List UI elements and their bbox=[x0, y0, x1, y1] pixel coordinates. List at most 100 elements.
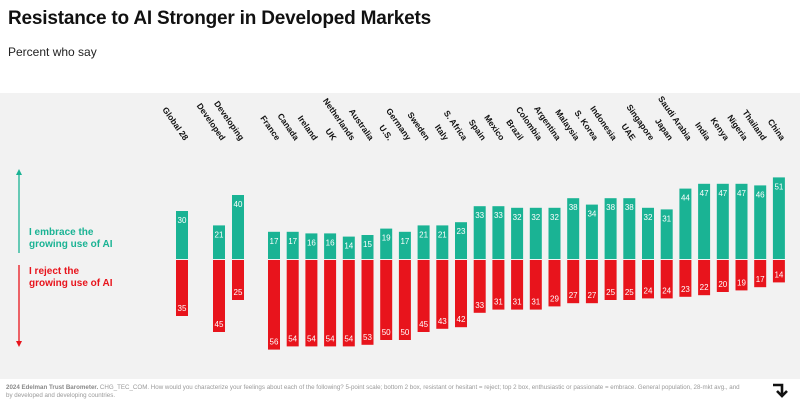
label-reject-netherlands: 54 bbox=[344, 334, 353, 343]
label-embrace-malaysia: 38 bbox=[569, 203, 578, 212]
bar-embrace-canada bbox=[286, 231, 299, 259]
label-reject-nigeria: 19 bbox=[737, 278, 746, 287]
label-embrace-italy: 21 bbox=[438, 230, 447, 239]
bar-reject-netherlands bbox=[342, 260, 355, 347]
label-reject-germany: 50 bbox=[400, 328, 409, 337]
footnote: 2024 Edelman Trust Barometer. CHG_TEC_CO… bbox=[6, 384, 746, 400]
bar-reject-developed bbox=[213, 260, 225, 332]
bar-reject-italy bbox=[436, 260, 449, 329]
label-reject-uk: 54 bbox=[326, 334, 335, 343]
label-reject-italy: 43 bbox=[438, 317, 447, 326]
label-embrace-ireland: 16 bbox=[307, 238, 316, 247]
label-reject-kenya: 20 bbox=[718, 280, 727, 289]
bar-embrace-japan bbox=[660, 209, 673, 259]
label-reject-u-s: 50 bbox=[382, 328, 391, 337]
bar-reject-indonesia bbox=[604, 260, 617, 300]
bar-embrace-saudi-arabia bbox=[679, 188, 692, 259]
label-reject-s-africa: 42 bbox=[457, 315, 466, 324]
bar-embrace-singapore bbox=[642, 207, 654, 259]
bar-embrace-s-africa bbox=[455, 222, 467, 259]
bar-embrace-colombia bbox=[529, 207, 542, 259]
label-reject-brazil: 31 bbox=[513, 298, 522, 307]
bar-embrace-argentina bbox=[548, 207, 561, 259]
label-reject-spain: 33 bbox=[475, 301, 484, 310]
category-label-u-s: U.S. bbox=[377, 123, 395, 142]
chart-panel: I embrace the growing use of AI I reject t… bbox=[0, 93, 800, 379]
arrow-down-icon bbox=[16, 341, 22, 347]
bar-reject-sweden bbox=[417, 260, 430, 332]
bar-reject-germany bbox=[398, 260, 411, 340]
bar-reject-france bbox=[268, 260, 280, 350]
bar-embrace-spain bbox=[473, 206, 486, 259]
bar-reject-thailand bbox=[754, 260, 767, 288]
label-reject-s-korea: 27 bbox=[587, 291, 596, 300]
bar-embrace-france bbox=[268, 231, 280, 259]
footnote-source: 2024 Edelman Trust Barometer. bbox=[6, 384, 99, 391]
bar-reject-uk bbox=[324, 260, 337, 347]
bar-reject-argentina bbox=[548, 260, 561, 307]
category-label-uae: UAE bbox=[619, 122, 638, 143]
category-label-india: India bbox=[693, 120, 713, 142]
bar-reject-malaysia bbox=[567, 260, 580, 304]
bar-reject-china bbox=[772, 260, 785, 283]
bar-embrace-thailand bbox=[754, 185, 767, 259]
bar-embrace-germany bbox=[398, 231, 411, 259]
bar-reject-saudi-arabia bbox=[679, 260, 692, 297]
bar-reject-global-28 bbox=[176, 260, 188, 316]
arrow-right-down-icon[interactable] bbox=[770, 380, 790, 400]
label-embrace-mexico: 33 bbox=[494, 211, 503, 220]
label-embrace-india: 47 bbox=[700, 189, 709, 198]
bar-reject-canada bbox=[286, 260, 299, 347]
bar-reject-u-s bbox=[380, 260, 393, 340]
bar-reject-s-korea bbox=[585, 260, 598, 304]
bar-embrace-s-korea bbox=[585, 204, 598, 259]
bar-embrace-nigeria bbox=[735, 183, 748, 259]
label-embrace-kenya: 47 bbox=[718, 189, 727, 198]
bar-embrace-mexico bbox=[492, 206, 505, 259]
label-reject-australia: 53 bbox=[363, 333, 372, 342]
bar-reject-singapore bbox=[642, 260, 654, 299]
bar-embrace-brazil bbox=[511, 207, 524, 259]
axis-label-embrace: I embrace the growing use of AI bbox=[29, 227, 113, 250]
arrow-up-icon bbox=[16, 169, 22, 175]
bar-reject-brazil bbox=[511, 260, 524, 310]
label-embrace-sweden: 21 bbox=[419, 230, 428, 239]
footnote-text: CHG_TEC_COM. How would you characterize … bbox=[6, 384, 740, 399]
label-reject-japan: 24 bbox=[662, 286, 671, 295]
bar-embrace-china bbox=[772, 177, 785, 259]
label-embrace-brazil: 32 bbox=[513, 213, 522, 222]
category-label-global-28: Global 28 bbox=[160, 105, 190, 142]
label-reject-india: 22 bbox=[700, 283, 709, 292]
bar-reject-developing bbox=[232, 260, 244, 300]
bar-reject-s-africa bbox=[455, 260, 467, 328]
label-reject-thailand: 17 bbox=[756, 275, 765, 284]
bar-embrace-u-s bbox=[380, 228, 393, 259]
bar-embrace-italy bbox=[436, 225, 449, 259]
bar-embrace-malaysia bbox=[567, 198, 580, 259]
label-reject-colombia: 31 bbox=[531, 298, 540, 307]
category-label-italy: Italy bbox=[433, 122, 451, 142]
label-reject-uae: 25 bbox=[625, 288, 634, 297]
page-title: Resistance to AI Stronger in Developed M… bbox=[8, 8, 431, 29]
label-embrace-argentina: 32 bbox=[550, 213, 559, 222]
label-embrace-australia: 15 bbox=[363, 240, 372, 249]
label-reject-france: 56 bbox=[270, 338, 279, 347]
bar-reject-mexico bbox=[492, 260, 505, 310]
label-embrace-s-africa: 23 bbox=[457, 227, 466, 236]
bar-embrace-developed bbox=[213, 225, 225, 259]
bar-embrace-indonesia bbox=[604, 198, 617, 259]
bar-embrace-india bbox=[698, 183, 711, 259]
label-reject-malaysia: 27 bbox=[569, 291, 578, 300]
label-reject-ireland: 54 bbox=[307, 334, 316, 343]
label-embrace-spain: 33 bbox=[475, 211, 484, 220]
label-embrace-global-28: 30 bbox=[178, 216, 187, 225]
label-reject-mexico: 31 bbox=[494, 298, 503, 307]
label-reject-developed: 45 bbox=[215, 320, 224, 329]
bar-embrace-ireland bbox=[305, 233, 318, 259]
label-embrace-s-korea: 34 bbox=[587, 210, 596, 219]
label-embrace-france: 17 bbox=[270, 237, 279, 246]
label-embrace-japan: 31 bbox=[662, 214, 671, 223]
bar-reject-spain bbox=[473, 260, 486, 313]
diverging-bar-chart: I embrace the growing use of AI I reject t… bbox=[16, 94, 788, 350]
label-reject-argentina: 29 bbox=[550, 294, 559, 303]
